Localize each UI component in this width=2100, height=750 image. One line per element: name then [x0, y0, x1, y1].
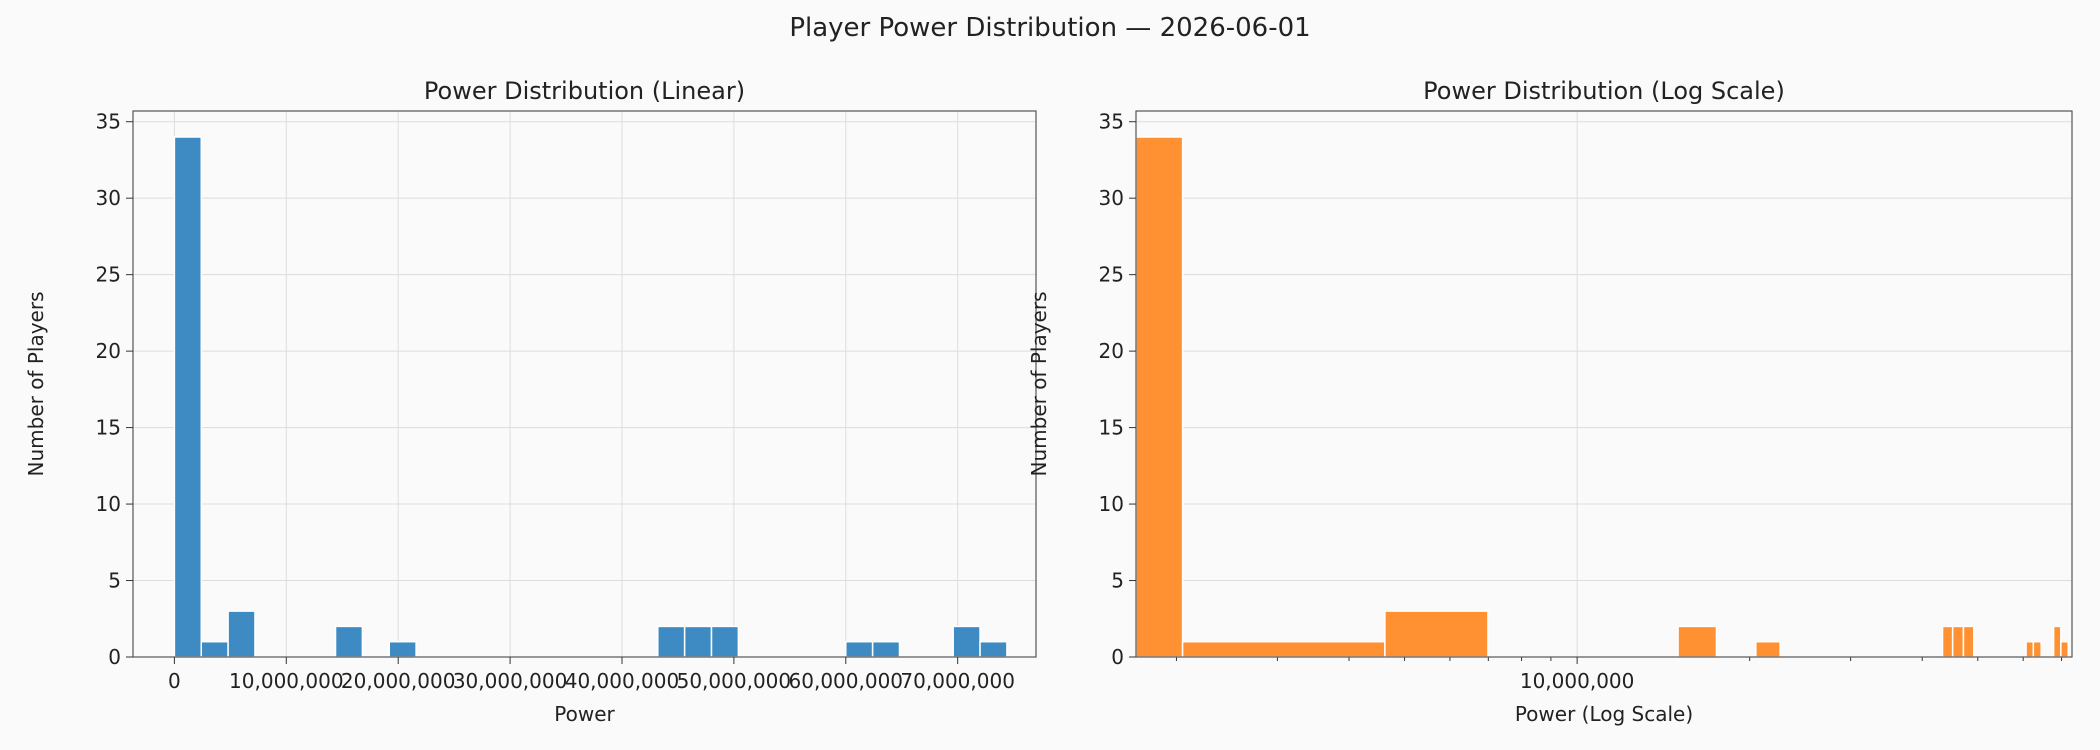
log-histogram-bar — [1384, 610, 1489, 658]
linear-histogram-bar — [388, 640, 417, 658]
linear-x-tick-label: 30,000,000 — [453, 669, 568, 693]
log-y-axis-label: Number of Players — [1027, 292, 1051, 477]
log-y-tick-label: 20 — [1099, 339, 1124, 363]
linear-x-tick-label: 50,000,000 — [677, 669, 792, 693]
log-y-tick-label: 5 — [1111, 569, 1124, 593]
linear-histogram-bar — [979, 640, 1008, 658]
log-histogram-bar — [1941, 625, 1954, 658]
log-y-tick-label: 30 — [1099, 186, 1124, 210]
log-histogram-bar — [2025, 640, 2035, 658]
log-histogram-bar — [1135, 136, 1184, 658]
log-histogram-bar — [2060, 640, 2069, 658]
log-histogram-bar — [1181, 640, 1386, 658]
figure-title: Player Power Distribution — 2026-06-01 — [789, 13, 1310, 43]
linear-y-tick-label: 0 — [108, 645, 121, 669]
log-histogram-bar — [1755, 640, 1781, 658]
linear-histogram-bar — [334, 625, 364, 658]
log-histogram-bar — [1677, 625, 1718, 658]
log-y-tick-label: 10 — [1099, 492, 1124, 516]
linear-x-tick-label: 70,000,000 — [900, 669, 1015, 693]
linear-y-tick-label: 35 — [96, 110, 121, 134]
linear-chart-panel: 0 5 10 15 20 25 30 35 0 10,000,00020,000,00030,00… — [24, 77, 1037, 726]
log-chart-title: Power Distribution (Log Scale) — [1423, 77, 1785, 105]
linear-x-tick-label: 0 — [168, 669, 181, 693]
log-plot-area — [1136, 111, 2072, 657]
linear-x-axis-label: Power — [554, 702, 615, 726]
linear-y-axis-label: Number of Players — [24, 292, 48, 477]
linear-y-tick-label: 10 — [96, 492, 121, 516]
linear-y-tick-label: 20 — [96, 339, 121, 363]
linear-histogram-bar — [952, 625, 981, 658]
linear-histogram-bar — [657, 625, 686, 658]
log-chart-panel: 0 5 10 15 20 25 30 35 10,000,000 Power Distributi… — [1027, 77, 2073, 726]
log-histogram-bar — [2032, 640, 2042, 658]
linear-x-tick-label: 60,000,000 — [789, 669, 904, 693]
linear-axes-frame — [132, 110, 1037, 658]
linear-histogram-bar — [871, 640, 901, 658]
log-x-tick-label: 10,000,000 — [1520, 669, 1635, 693]
log-axes-frame — [1135, 110, 2073, 658]
log-histogram-bar — [1962, 625, 1975, 658]
linear-x-tick-label: 20,000,000 — [341, 669, 456, 693]
log-histogram-bar — [1951, 625, 1965, 658]
linear-histogram-bar — [683, 625, 713, 658]
linear-x-tick-label: 10,000,000 — [229, 669, 344, 693]
linear-histogram-bar — [227, 610, 256, 658]
linear-y-tick-label: 5 — [108, 569, 121, 593]
linear-histogram-bar — [173, 136, 203, 658]
log-y-tick-label: 25 — [1099, 263, 1124, 287]
log-y-tick-label: 35 — [1099, 110, 1124, 134]
log-y-tick-label: 0 — [1111, 645, 1124, 669]
linear-x-tick-label: 40,000,000 — [565, 669, 680, 693]
linear-y-tick-label: 25 — [96, 263, 121, 287]
linear-chart-title: Power Distribution (Linear) — [424, 77, 745, 105]
linear-histogram-bar — [200, 640, 229, 658]
log-histogram-bar — [2052, 625, 2062, 658]
log-x-axis-label: Power (Log Scale) — [1515, 702, 1693, 726]
linear-histogram-bar — [845, 640, 874, 658]
linear-y-tick-label: 15 — [96, 416, 121, 440]
linear-plot-area — [133, 111, 1036, 657]
linear-histogram-bar — [710, 625, 740, 658]
linear-y-tick-label: 30 — [96, 186, 121, 210]
log-y-tick-label: 15 — [1099, 416, 1124, 440]
